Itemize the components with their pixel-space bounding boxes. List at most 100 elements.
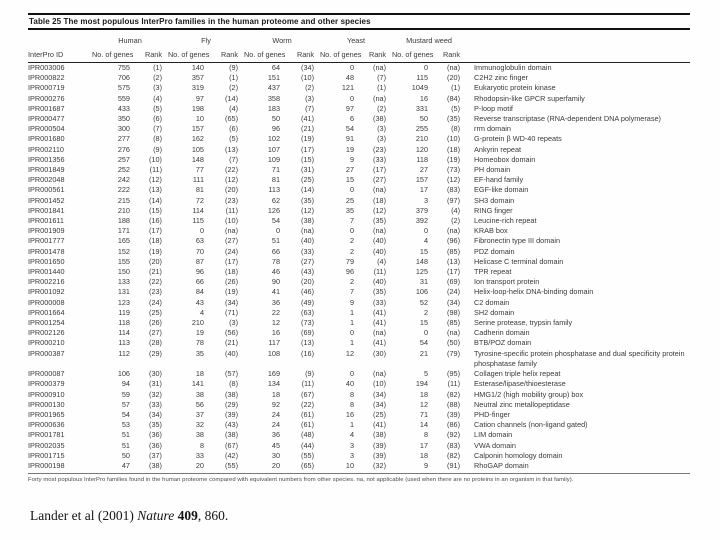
human-genes-cell: 222 xyxy=(117,185,130,195)
yeast-genes-cell: 91 xyxy=(345,134,355,144)
mustard-genes-cell: 118 xyxy=(416,154,429,164)
table-row: IPR000087 106 (30) 18 (57) 169 (9) 0 (na) 5 (95) Co… xyxy=(28,369,690,379)
interpro-table: Table 25 The most populous InterPro fami… xyxy=(28,13,691,484)
worm-genes-cell: 46 xyxy=(271,267,281,277)
col-human-rank: Rank xyxy=(144,50,162,59)
interpro-id-cell: IPR001781 xyxy=(28,430,65,440)
yeast-rank-cell: (39) xyxy=(373,440,387,450)
worm-rank-cell: (25) xyxy=(301,175,315,185)
mustard-rank-cell: (na) xyxy=(447,328,461,338)
fly-rank-cell: (9) xyxy=(229,63,239,72)
yeast-genes-cell: 0 xyxy=(349,369,355,379)
worm-genes-cell: 102 xyxy=(267,134,281,144)
worm-rank-cell: (63) xyxy=(301,307,315,317)
mustard-rank-cell: (2) xyxy=(451,216,461,226)
col-worm-genes: No. of genes xyxy=(244,50,286,59)
mustard-genes-cell: 16 xyxy=(419,93,429,103)
human-rank-cell: (20) xyxy=(149,256,162,266)
interpro-id-cell: IPR002126 xyxy=(28,328,65,338)
yeast-genes-cell: 3 xyxy=(349,440,355,450)
yeast-rank-cell: (17) xyxy=(373,165,387,175)
description-cell: PDZ domain xyxy=(474,246,515,256)
yeast-genes-cell: 0 xyxy=(349,63,355,72)
description-cell: Homeobox domain xyxy=(474,154,536,164)
human-rank-cell: (30) xyxy=(149,369,162,379)
mustard-rank-cell: (97) xyxy=(447,195,461,205)
human-rank-cell: (11) xyxy=(149,165,162,175)
fly-genes-cell: 140 xyxy=(191,63,204,72)
interpro-id-cell: IPR001356 xyxy=(28,154,65,164)
yeast-genes-cell: 10 xyxy=(345,460,355,470)
interpro-id-cell: IPR002035 xyxy=(28,440,65,450)
worm-genes-cell: 169 xyxy=(267,369,281,379)
mustard-rank-cell: (85) xyxy=(447,318,461,328)
human-rank-cell: (3) xyxy=(153,83,162,93)
table-row: IPR001254 118 (26) 210 (3) 12 (73) 1 (41) 15 (85) S… xyxy=(28,318,690,328)
description-cell: Leucine-rich repeat xyxy=(474,216,537,226)
worm-genes-cell: 81 xyxy=(271,175,281,185)
mustard-genes-cell: 115 xyxy=(416,73,429,83)
worm-rank-cell: (22) xyxy=(301,399,315,409)
description-cell: Tyrosine-specific protein phosphatase an… xyxy=(474,348,685,368)
yeast-genes-cell: 19 xyxy=(345,144,355,154)
table-row: IPR002035 51 (36) 8 (67) 45 (44) 3 (39) 17 (83) VWA… xyxy=(28,441,690,451)
mustard-rank-cell: (82) xyxy=(447,389,461,399)
human-rank-cell: (34) xyxy=(149,409,162,419)
worm-rank-cell: (65) xyxy=(301,460,315,470)
table-row: IPR001781 51 (36) 38 (38) 36 (48) 4 (38) 8 (92) LIM… xyxy=(28,430,690,440)
yeast-rank-cell: (41) xyxy=(373,307,387,317)
interpro-id-cell: IPR001440 xyxy=(28,267,65,277)
fly-rank-cell: (13) xyxy=(225,144,239,154)
fly-genes-cell: 56 xyxy=(195,399,204,409)
yeast-genes-cell: 40 xyxy=(345,379,355,389)
worm-rank-cell: (9) xyxy=(305,369,315,379)
fly-genes-cell: 37 xyxy=(195,409,204,419)
human-rank-cell: (21) xyxy=(149,267,162,277)
description-cell: BTB/POZ domain xyxy=(474,338,532,348)
mustard-rank-cell: (88) xyxy=(447,399,461,409)
description-cell: EF-hand family xyxy=(474,175,524,185)
worm-rank-cell: (46) xyxy=(301,287,315,297)
yeast-genes-cell: 7 xyxy=(349,216,355,226)
yeast-genes-cell: 4 xyxy=(349,430,355,440)
worm-genes-cell: 109 xyxy=(267,154,281,164)
worm-rank-cell: (69) xyxy=(301,328,315,338)
mustard-rank-cell: (18) xyxy=(447,144,461,154)
description-cell: PHD-finger xyxy=(474,409,511,419)
worm-rank-cell: (12) xyxy=(301,205,315,215)
fly-genes-cell: 81 xyxy=(195,185,204,195)
interpro-id-cell: IPR001841 xyxy=(28,205,65,215)
table-row: IPR001687 433 (5) 198 (4) 183 (7) 97 (2) 331 (5) P-… xyxy=(28,104,690,114)
fly-rank-cell: (8) xyxy=(229,379,239,389)
fly-rank-cell: (27) xyxy=(225,236,239,246)
human-genes-cell: 155 xyxy=(117,256,130,266)
table-row: IPR002048 242 (12) 111 (12) 81 (25) 15 (27) 157 (1… xyxy=(28,175,690,185)
fly-genes-cell: 66 xyxy=(195,277,204,287)
description-cell: Rhodopsin-like GPCR superfamily xyxy=(474,93,585,103)
worm-rank-cell: (61) xyxy=(301,420,315,430)
mustard-rank-cell: (5) xyxy=(451,103,461,113)
human-rank-cell: (13) xyxy=(149,185,162,195)
col-description xyxy=(466,50,690,63)
mustard-rank-cell: (69) xyxy=(447,277,461,287)
worm-rank-cell: (34) xyxy=(301,63,315,72)
yeast-genes-cell: 1 xyxy=(349,338,355,348)
mustard-rank-cell: (na) xyxy=(447,226,461,236)
human-genes-cell: 118 xyxy=(118,318,130,328)
description-cell: G-protein β WD-40 repeats xyxy=(474,134,562,144)
human-genes-cell: 51 xyxy=(121,440,130,450)
col-fly-rank: Rank xyxy=(220,50,239,59)
mustard-genes-cell: 125 xyxy=(415,267,429,277)
table-row: IPR000130 57 (33) 56 (29) 92 (22) 8 (34) 12 (88) Ne… xyxy=(28,400,690,410)
fly-rank-cell: (34) xyxy=(225,297,239,307)
table-row: IPR001650 155 (20) 87 (17) 78 (27) 79 (4) 148 (13)… xyxy=(28,257,690,267)
worm-genes-cell: 16 xyxy=(271,328,281,338)
mustard-genes-cell: 9 xyxy=(423,460,429,470)
worm-genes-cell: 22 xyxy=(271,307,281,317)
description-cell: Eukaryotic protein kinase xyxy=(474,83,556,93)
mustard-genes-cell: 27 xyxy=(419,165,429,175)
fly-rank-cell: (18) xyxy=(225,267,239,277)
human-genes-cell: 54 xyxy=(121,409,130,419)
mustard-genes-cell: 106 xyxy=(415,287,429,297)
fly-genes-cell: 357 xyxy=(191,73,204,83)
